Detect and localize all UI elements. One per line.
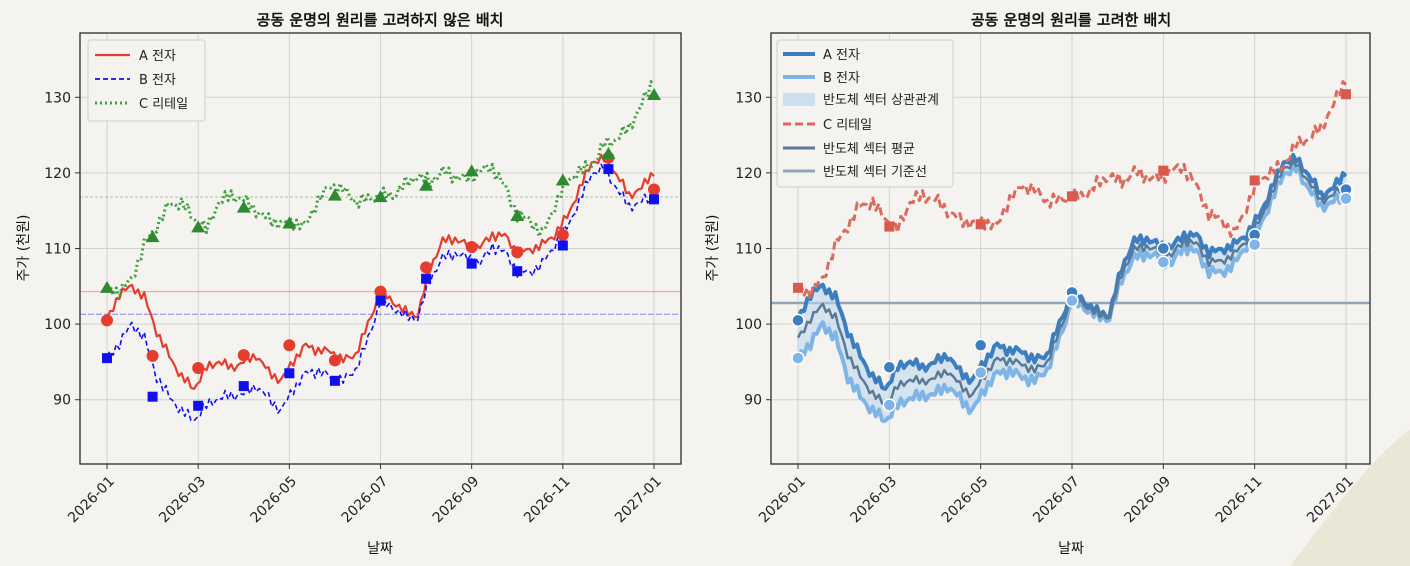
left-marker-b	[329, 375, 340, 386]
right-chart-title: 공동 운명의 원리를 고려한 배치	[971, 11, 1171, 29]
left-marker-c	[100, 280, 114, 293]
right-y-tick-label: 120	[735, 166, 762, 182]
right-marker-c	[1158, 165, 1169, 176]
right-marker-a	[791, 313, 805, 328]
right-marker-b	[1065, 293, 1079, 308]
right-marker-a	[973, 338, 988, 353]
right-marker-b	[882, 398, 897, 412]
left-marker-b	[512, 266, 523, 277]
right-y-tick-label: 130	[735, 90, 762, 106]
left-marker-b	[649, 194, 659, 205]
right-marker-c	[1249, 175, 1260, 186]
legend-label-b-left: B 전자	[139, 73, 176, 88]
left-marker-b	[193, 400, 204, 411]
left-marker-a	[420, 261, 433, 274]
left-marker-b	[421, 273, 432, 284]
legend-label-baseline-right: 반도체 섹터 기준선	[823, 165, 927, 180]
left-marker-layer	[100, 88, 661, 411]
left-y-axis-label: 주가 (천원)	[16, 215, 32, 282]
left-marker-a	[101, 314, 113, 327]
right-marker-b	[791, 351, 805, 365]
left-marker-b	[466, 258, 477, 269]
left-marker-a	[648, 183, 660, 196]
right-y-axis: 90 100 110 120 130	[735, 90, 771, 409]
right-y-axis-label: 주가 (천원)	[705, 215, 721, 282]
left-chart-title: 공동 운명의 원리를 고려하지 않은 배치	[257, 11, 504, 29]
left-chart: 공동 운명의 원리를 고려하지 않은 배치 2026-01 2026-03 2026…	[16, 11, 682, 557]
right-legend-box	[776, 39, 954, 188]
left-marker-a	[556, 228, 569, 241]
left-marker-b	[102, 353, 112, 364]
right-marker-c	[1067, 191, 1077, 202]
right-marker-layer	[791, 89, 1353, 412]
left-marker-c	[282, 216, 297, 229]
left-marker-a	[237, 349, 250, 362]
right-y-tick-label: 110	[735, 242, 762, 258]
right-marker-b	[1247, 237, 1262, 252]
left-marker-b	[284, 368, 295, 379]
left-marker-c	[419, 178, 434, 191]
left-marker-c	[555, 173, 570, 186]
left-marker-c	[464, 164, 479, 177]
left-marker-b	[557, 240, 568, 251]
left-marker-c	[191, 220, 206, 233]
left-marker-b	[147, 391, 158, 402]
left-marker-c	[145, 230, 160, 243]
left-marker-b	[603, 164, 614, 175]
right-y-tick-label: 100	[735, 317, 762, 333]
right-marker-a	[882, 360, 897, 374]
legend-label-a-left: A 전자	[139, 49, 176, 64]
legend-label-sector-avg-right: 반도체 섹터 평균	[823, 142, 915, 157]
right-chart: 공동 운명의 원리를 고려한 배치 2026-01 2026-03 2026-05 2…	[705, 11, 1371, 557]
left-marker-c	[647, 88, 661, 101]
left-marker-a	[146, 349, 159, 362]
left-marker-b	[375, 295, 386, 306]
legend-label-a-right: A 전자	[823, 48, 860, 63]
left-y-tick-label: 130	[44, 90, 71, 106]
left-legend-box	[87, 39, 206, 122]
left-marker-b	[238, 381, 249, 392]
left-marker-a	[328, 354, 341, 367]
legend-label-band-right: 반도체 섹터 상관관계	[823, 93, 939, 108]
left-y-tick-label: 100	[44, 317, 71, 333]
left-marker-c	[601, 146, 616, 159]
right-marker-b	[1156, 255, 1171, 269]
left-marker-a	[283, 339, 296, 352]
left-y-tick-label: 110	[44, 242, 71, 258]
right-marker-c	[1341, 89, 1351, 100]
right-marker-c	[975, 219, 986, 230]
left-marker-a	[465, 240, 478, 253]
left-y-tick-label: 120	[44, 166, 71, 182]
legend-label-c-right: C 리테일	[823, 118, 872, 133]
legend-label-b-right: B 전자	[823, 71, 860, 86]
right-marker-b	[1339, 191, 1353, 206]
right-x-axis-label: 날짜	[1058, 541, 1084, 557]
legend-label-c-left: C 리테일	[139, 97, 188, 112]
right-plot-area	[770, 32, 1371, 465]
legend-swatch-band-right	[783, 93, 815, 106]
left-legend: A 전자 B 전자 C 리테일	[87, 39, 206, 122]
right-marker-c	[884, 221, 895, 232]
right-y-tick-label: 90	[744, 393, 762, 409]
left-y-axis: 90 100 110 120 130	[44, 90, 80, 409]
left-marker-a	[192, 361, 205, 374]
left-marker-a	[511, 246, 524, 259]
right-marker-c	[793, 282, 803, 293]
left-marker-c	[236, 200, 251, 213]
left-marker-c	[327, 188, 342, 201]
corner-decoration	[1290, 430, 1410, 566]
right-marker-b	[973, 365, 988, 380]
right-marker-a	[1156, 241, 1171, 256]
left-marker-c	[510, 208, 525, 221]
left-x-axis-label: 날짜	[367, 541, 393, 557]
left-y-tick-label: 90	[53, 393, 71, 409]
left-marker-a	[374, 285, 387, 298]
right-legend: A 전자 B 전자 반도체 섹터 상관관계 C 리테일 반도체 섹터 평균 반도…	[776, 39, 954, 188]
left-marker-c	[373, 190, 388, 203]
